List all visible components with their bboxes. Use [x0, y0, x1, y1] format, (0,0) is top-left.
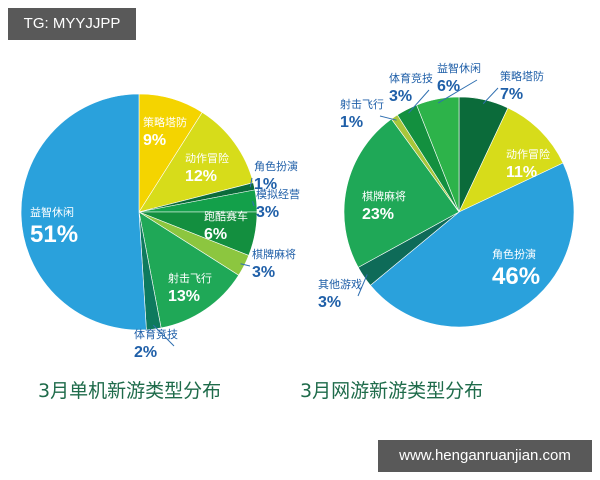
slice-label: 棋牌麻将: [252, 247, 296, 261]
pie-slice: [20, 93, 147, 331]
leader-line: [408, 89, 430, 114]
slice-value: 3%: [389, 88, 412, 105]
leader-line: [437, 79, 478, 104]
slice-label: 模拟经营: [256, 187, 300, 201]
right-pie: 策略塔防 7% 动作冒险 11% 角色扮演 46% 其他游戏 3% 棋牌麻将 23% 射击飞行 1% 体…: [318, 61, 575, 328]
slice-value: 2%: [134, 344, 157, 361]
slice-label: 策略塔防: [500, 69, 544, 83]
slice-label: 射击飞行: [168, 271, 212, 285]
slice-value: 6%: [437, 78, 460, 95]
slice-value: 23%: [362, 206, 394, 223]
slice-value: 11%: [506, 164, 537, 181]
leader-line: [252, 201, 255, 207]
slice-label: 角色扮演: [254, 159, 298, 173]
slice-value: 13%: [168, 288, 200, 305]
pie-slice: [416, 96, 460, 213]
slice-value: 1%: [340, 114, 363, 131]
pie-slice: [343, 118, 460, 268]
slice-value: 7%: [500, 86, 523, 103]
watermark-bottom: www.henganruanjian.com: [378, 440, 592, 472]
slice-label: 棋牌麻将: [362, 189, 406, 203]
pie-slice: [458, 107, 564, 213]
slice-value: 3%: [252, 264, 275, 281]
slice-label: 体育竞技: [134, 327, 178, 341]
slice-value: 3%: [318, 294, 341, 311]
left-chart-title: 3月单机新游类型分布: [38, 380, 222, 402]
watermark-top: TG: MYYJJPP: [8, 8, 136, 40]
slice-value: 1%: [254, 176, 277, 193]
leader-line: [357, 274, 368, 297]
leader-line: [240, 263, 251, 267]
slice-value: 9%: [143, 132, 166, 149]
leader-line: [379, 115, 397, 121]
pie-slice: [138, 111, 254, 213]
slice-label: 体育竞技: [389, 71, 433, 85]
slice-label: 动作冒险: [185, 151, 229, 165]
pie-slice: [369, 162, 575, 328]
slice-label: 策略塔防: [143, 115, 187, 129]
slice-label: 益智休闲: [437, 61, 481, 75]
slice-value: 51%: [30, 221, 78, 248]
slice-value: 6%: [204, 226, 227, 243]
slice-value: 46%: [492, 263, 540, 290]
slice-label: 益智休闲: [30, 205, 74, 219]
slice-label: 跑酷赛车: [204, 209, 248, 223]
leader-line: [482, 87, 499, 105]
pie-slice: [138, 211, 240, 329]
leader-line: [249, 177, 253, 188]
leader-line: [152, 324, 175, 347]
slice-label: 角色扮演: [492, 247, 536, 261]
slice-label: 射击飞行: [340, 97, 384, 111]
right-chart-title: 3月网游新游类型分布: [300, 380, 484, 402]
slice-label: 其他游戏: [318, 278, 362, 291]
slice-value: 12%: [185, 168, 217, 185]
slice-label: 动作冒险: [506, 147, 550, 161]
left-pie: 策略塔防 9% 动作冒险 12% 角色扮演 1%模拟经营 3% 跑酷赛车 6% 棋牌麻将 3% 射击飞…: [20, 93, 300, 361]
slice-value: 3%: [256, 204, 279, 221]
